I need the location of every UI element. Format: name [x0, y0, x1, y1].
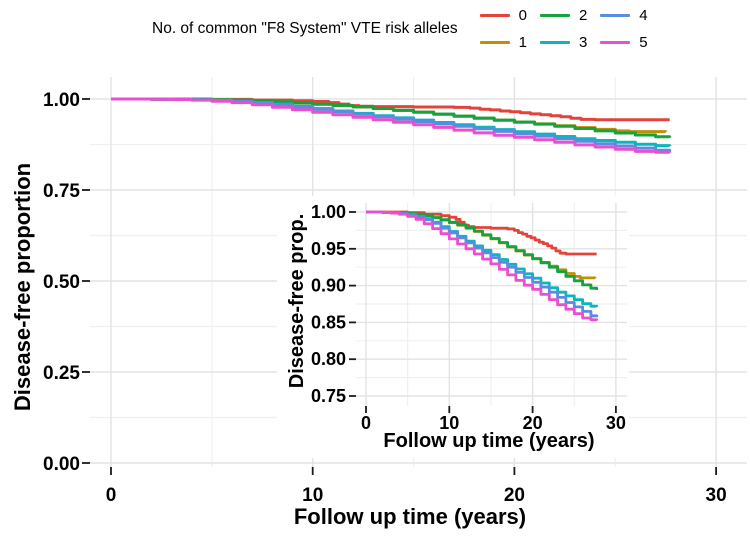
y-tick-label: 0.95 [311, 239, 346, 259]
x-tick-label: 10 [302, 485, 323, 506]
km-curve-4 [366, 210, 599, 318]
legend-items: 0 1 2 3 4 5 [479, 2, 648, 56]
y-tick-label: 0.75 [43, 181, 80, 202]
legend-item-label: 4 [639, 7, 648, 24]
legend-item-label: 0 [518, 7, 527, 24]
legend-item-label: 2 [578, 7, 588, 24]
legend-item-5: 5 [600, 34, 648, 51]
legend-swatch [539, 13, 570, 18]
legend-item-label: 5 [639, 34, 648, 51]
inset-plot: 0 10 20 30 1.00 0.95 0.90 0.85 0.80 0.75 [277, 196, 629, 458]
legend-item-2: 2 [539, 7, 588, 24]
legend-item-label: 3 [578, 34, 588, 51]
y-tick-label: 0.90 [311, 276, 346, 296]
legend-swatch [600, 13, 631, 18]
km-curve-0 [366, 210, 597, 256]
legend-item-label: 1 [518, 34, 527, 51]
x-tick-label: 20 [523, 413, 543, 433]
inset-x-axis-title: Follow up time (years) [383, 430, 594, 452]
legend-item-4: 4 [600, 7, 648, 24]
legend-swatch [539, 40, 570, 45]
legend-swatch [479, 13, 510, 18]
km-curve-2 [366, 210, 599, 290]
y-tick-label: 0.00 [43, 454, 80, 475]
km-curve-5 [111, 97, 672, 154]
y-tick-label: 0.85 [311, 312, 346, 332]
x-tick-label: 0 [361, 413, 371, 433]
x-tick-label: 30 [706, 485, 727, 506]
y-tick-label: 0.75 [311, 386, 346, 406]
y-tick-label: 1.00 [311, 202, 346, 222]
legend-swatch [600, 40, 631, 45]
legend-item-0: 0 [479, 7, 527, 24]
y-tick-label: 0.25 [43, 363, 80, 384]
legend-item-3: 3 [539, 34, 588, 51]
legend: No. of common "F8 System" VTE risk allel… [0, 0, 750, 58]
x-tick-label: 30 [606, 413, 626, 433]
km-curve-0 [111, 97, 670, 122]
legend-title: No. of common "F8 System" VTE risk allel… [152, 20, 458, 37]
x-tick-label: 20 [504, 485, 525, 506]
x-tick-label: 0 [106, 485, 117, 506]
x-tick-label: 10 [439, 413, 459, 433]
legend-item-1: 1 [479, 34, 527, 51]
legend-swatch [479, 40, 510, 45]
y-tick-label: 1.00 [43, 90, 80, 111]
inset-y-axis-title: Disease-free prop. [286, 214, 308, 389]
y-tick-label: 0.80 [311, 349, 346, 369]
y-tick-label: 0.50 [43, 272, 80, 293]
main-x-axis-title: Follow up time (years) [294, 504, 526, 529]
km-curve-5 [366, 210, 599, 322]
main-y-axis-title: Disease-free proportion [10, 163, 35, 411]
